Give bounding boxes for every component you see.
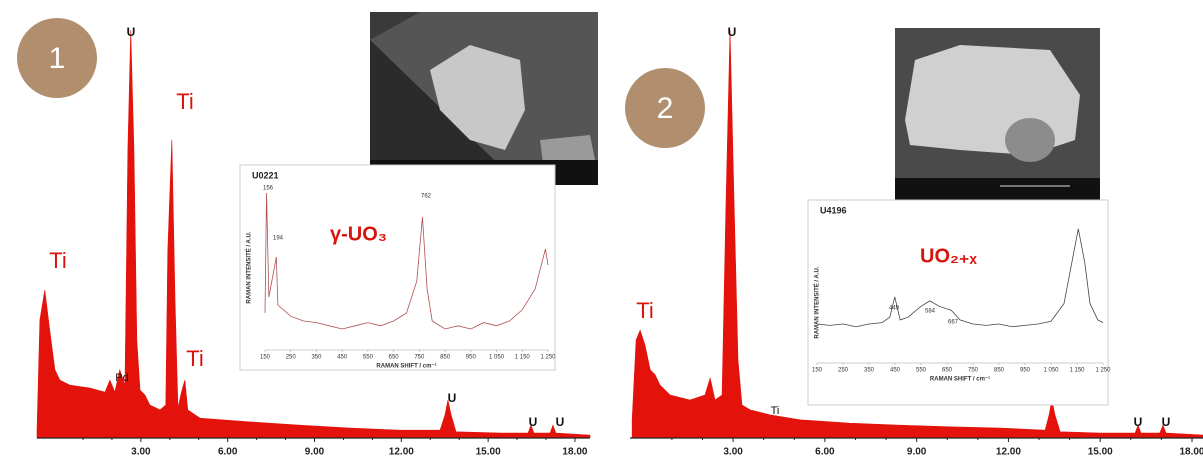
x-tick-label: 18.00 xyxy=(562,447,587,458)
inset-frame xyxy=(808,200,1108,405)
x-tick-label: 750 xyxy=(414,355,425,361)
x-tick-label: 1 050 xyxy=(1043,368,1059,374)
x-tick-label: 12.00 xyxy=(389,447,414,458)
sem-image xyxy=(370,12,598,185)
x-tick-label: 1 150 xyxy=(515,355,531,361)
peak-label: 449 xyxy=(889,306,900,312)
peak-label: 584 xyxy=(925,309,936,315)
x-tick-label: 1 250 xyxy=(1095,368,1111,374)
x-tick-label: 250 xyxy=(286,355,297,361)
peak-annotation: U xyxy=(127,25,136,39)
x-tick-label: 450 xyxy=(890,368,901,374)
peak-annotation: U xyxy=(728,25,737,39)
x-tick-label: 450 xyxy=(337,355,348,361)
inset-frame xyxy=(240,165,555,370)
x-tick-label: 750 xyxy=(968,368,979,374)
peak-annotation: Ti xyxy=(49,248,67,273)
x-axis-label: RAMAN SHIFT / cm⁻¹ xyxy=(376,363,436,370)
x-tick-label: 850 xyxy=(994,368,1005,374)
peak-annotation: U xyxy=(448,391,457,405)
x-tick-label: 3.00 xyxy=(723,447,743,458)
peak-label: 194 xyxy=(273,236,284,242)
x-tick-label: 15.00 xyxy=(476,447,501,458)
x-tick-label: 550 xyxy=(363,355,374,361)
peak-annotation: U xyxy=(1162,415,1171,429)
phase-label: γ-UO₃ xyxy=(330,223,387,245)
page: {"chart_data": [ {"type": "area", "color… xyxy=(0,0,1203,461)
x-tick-label: 3.00 xyxy=(131,447,151,458)
x-tick-label: 650 xyxy=(389,355,400,361)
peak-label: 762 xyxy=(421,194,432,200)
x-tick-label: 6.00 xyxy=(815,447,835,458)
x-tick-label: 350 xyxy=(311,355,322,361)
peak-annotation: U xyxy=(556,415,565,429)
x-axis-label: RAMAN SHIFT / cm⁻¹ xyxy=(930,376,990,383)
x-tick-label: 15.00 xyxy=(1088,447,1113,458)
y-axis-label: RAMAN INTENSITÉ / A.U. xyxy=(245,231,253,303)
x-tick-label: 12.00 xyxy=(996,447,1021,458)
peak-annotation: U xyxy=(529,415,538,429)
x-tick-label: 650 xyxy=(942,368,953,374)
x-tick-label: 350 xyxy=(864,368,875,374)
x-tick-label: 950 xyxy=(466,355,477,361)
x-tick-label: 150 xyxy=(812,368,823,374)
x-tick-label: 950 xyxy=(1020,368,1031,374)
x-tick-label: 150 xyxy=(260,355,271,361)
x-tick-label: 9.00 xyxy=(305,447,325,458)
peak-label: 156 xyxy=(263,186,274,192)
panel-number: 2 xyxy=(657,92,674,125)
panel-number: 1 xyxy=(49,42,66,75)
inset-title: U0221 xyxy=(252,170,279,180)
figure: 3.00 6.00 9.00 12.00 15.00 18.00 3.00 6.00 9.00 1… xyxy=(0,0,1203,461)
x-tick-label: 1 150 xyxy=(1069,368,1085,374)
x-tick-label: 250 xyxy=(838,368,849,374)
y-axis-label: RAMAN INTENSITÉ / A.U. xyxy=(813,266,821,338)
peak-annotation: Ti xyxy=(186,346,204,371)
peak-annotation: Ti xyxy=(771,405,780,417)
x-tick-label: 6.00 xyxy=(218,447,238,458)
peak-annotation: Pd xyxy=(115,372,128,384)
x-tick-label: 1 250 xyxy=(540,355,556,361)
peak-annotation: Ti xyxy=(176,89,194,114)
x-tick-label: 1 050 xyxy=(489,355,505,361)
x-tick-label: 850 xyxy=(440,355,451,361)
x-tick-label: 9.00 xyxy=(907,447,927,458)
peak-annotation: U xyxy=(1134,415,1143,429)
peak-label: 667 xyxy=(948,320,959,326)
x-tick-label: 18.00 xyxy=(1179,447,1203,458)
x-tick-label: 550 xyxy=(916,368,927,374)
inset-title: U4196 xyxy=(820,205,847,215)
peak-annotation: Ti xyxy=(636,298,654,323)
sem-image xyxy=(895,28,1100,200)
phase-label: UO₂₊ₓ xyxy=(920,245,977,267)
